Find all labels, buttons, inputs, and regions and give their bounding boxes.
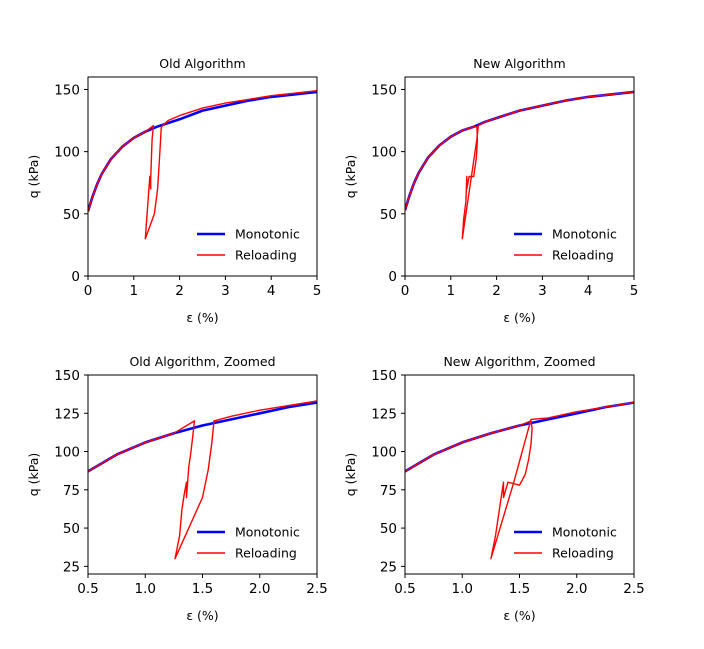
y-tick-label: 150 (371, 82, 397, 98)
x-tick-label: 1 (447, 283, 456, 299)
y-axis-label: q (kPa) (343, 453, 358, 497)
x-tick-label: 2 (492, 283, 501, 299)
plot-frame (404, 76, 635, 277)
y-tick-label: 50 (63, 207, 80, 223)
x-tick-label: 1.5 (509, 581, 530, 597)
x-tick-label: 1.0 (135, 581, 156, 597)
legend-label-reloading: Reloading (552, 546, 614, 561)
legend-label-monotonic: Monotonic (235, 525, 300, 540)
chart-title: Old Algorithm (159, 56, 245, 71)
legend-label-reloading: Reloading (235, 248, 297, 263)
x-tick-label: 4 (584, 283, 593, 299)
y-tick-label: 50 (63, 521, 80, 537)
chart-title: New Algorithm (473, 56, 565, 71)
y-tick-label: 100 (371, 445, 397, 461)
x-tick-label: 0.5 (394, 581, 415, 597)
y-axis-label: q (kPa) (26, 155, 41, 199)
x-tick-label: 0.5 (77, 581, 98, 597)
x-tick-label: 4 (267, 283, 276, 299)
x-tick-label: 0 (84, 283, 93, 299)
y-tick-label: 100 (54, 145, 80, 161)
x-tick-label: 5 (313, 283, 322, 299)
x-tick-label: 1.5 (192, 581, 213, 597)
y-tick-label: 0 (71, 269, 80, 285)
chart-panel-3: Old Algorithm, Zoomed 0.5 1.0 1.5 2.0 2.5 25 50… (26, 354, 328, 623)
y-tick-label: 125 (371, 406, 397, 422)
y-tick-label: 150 (371, 368, 397, 384)
x-axis-label: ε (%) (186, 608, 218, 623)
y-tick-label: 50 (380, 521, 397, 537)
plot-frame (87, 374, 318, 575)
x-tick-label: 3 (221, 283, 230, 299)
legend-label-reloading: Reloading (235, 546, 297, 561)
legend-label-monotonic: Monotonic (235, 227, 300, 242)
plot-frame (87, 76, 318, 277)
legend-label-monotonic: Monotonic (552, 227, 617, 242)
x-axis-label: ε (%) (186, 310, 218, 325)
y-tick-label: 150 (54, 368, 80, 384)
chart-title: Old Algorithm, Zoomed (129, 354, 275, 369)
series-line-reloading (405, 91, 634, 240)
y-axis-label: q (kPa) (343, 155, 358, 199)
x-tick-label: 5 (630, 283, 639, 299)
x-tick-label: 2.0 (566, 581, 587, 597)
chart-title: New Algorithm, Zoomed (443, 354, 595, 369)
chart-panel-4: New Algorithm, Zoomed 0.5 1.0 1.5 2.0 2.5 25 50… (343, 354, 645, 623)
legend: Monotonic Reloading (197, 227, 300, 263)
y-tick-label: 25 (380, 559, 397, 575)
x-tick-label: 1 (130, 283, 139, 299)
legend: Monotonic Reloading (197, 525, 300, 561)
x-tick-label: 0 (401, 283, 410, 299)
x-tick-label: 1.0 (452, 581, 473, 597)
legend: Monotonic Reloading (514, 227, 617, 263)
x-tick-label: 2.5 (306, 581, 327, 597)
y-tick-label: 75 (380, 483, 397, 499)
x-axis-label: ε (%) (503, 608, 535, 623)
series-line-monotonic (88, 90, 317, 212)
legend: Monotonic Reloading (514, 525, 617, 561)
y-tick-label: 25 (63, 559, 80, 575)
y-tick-label: 100 (371, 145, 397, 161)
plot-frame (404, 374, 635, 575)
y-tick-label: 50 (380, 207, 397, 223)
y-axis-label: q (kPa) (26, 453, 41, 497)
y-tick-label: 150 (54, 82, 80, 98)
x-axis-label: ε (%) (503, 310, 535, 325)
y-tick-label: 0 (388, 269, 397, 285)
y-tick-label: 75 (63, 483, 80, 499)
series-line-reloading (405, 401, 634, 560)
x-tick-label: 2.5 (623, 581, 644, 597)
y-tick-label: 125 (54, 406, 80, 422)
x-tick-label: 3 (538, 283, 547, 299)
x-tick-label: 2 (175, 283, 184, 299)
series-line-reloading (88, 90, 317, 240)
y-tick-label: 100 (54, 445, 80, 461)
series-line-reloading (88, 400, 317, 560)
legend-label-monotonic: Monotonic (552, 525, 617, 540)
series-line-monotonic (405, 90, 634, 211)
x-tick-label: 2.0 (249, 581, 270, 597)
legend-label-reloading: Reloading (552, 248, 614, 263)
series-line-monotonic (88, 401, 317, 473)
